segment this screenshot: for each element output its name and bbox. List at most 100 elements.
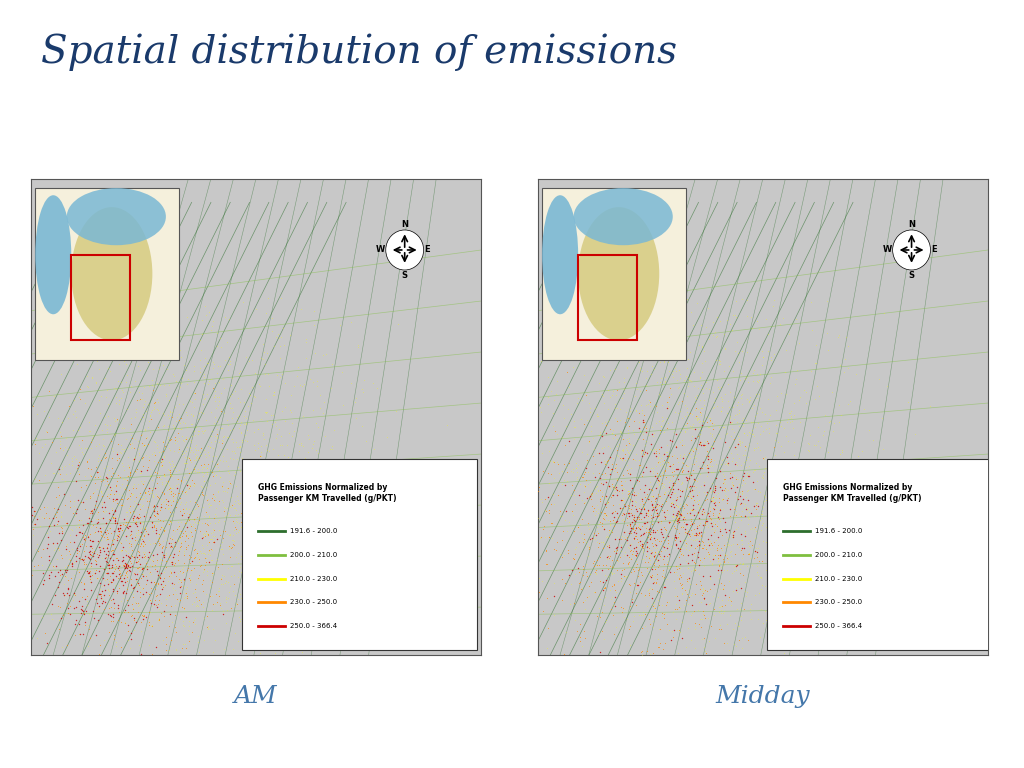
Point [755,452,771,464]
Point [588,482,604,495]
Point [708,489,724,502]
Point [246,426,262,439]
Point [674,485,690,498]
Point [187,496,204,508]
Point [659,462,676,474]
Point [671,571,687,584]
Point [647,506,664,518]
Point [634,648,650,660]
FancyBboxPatch shape [243,459,477,650]
Point [122,642,138,654]
Point [627,479,643,492]
Point [174,637,190,650]
Point [746,589,763,601]
Point [124,441,140,453]
Point [91,536,108,548]
Point [299,477,315,489]
Point [664,480,680,492]
Point [146,563,163,575]
Point [666,365,682,377]
Point [652,419,669,432]
Point [738,504,755,516]
Point [89,548,105,561]
Point [167,434,183,446]
Point [790,463,806,475]
Point [169,473,185,485]
Point [75,531,91,543]
Point [69,601,85,614]
Point [207,395,223,407]
Point [237,593,253,605]
Point [702,535,719,547]
Point [79,369,95,382]
Point [123,487,139,499]
Point [177,417,194,429]
Point [230,518,247,530]
Point [102,343,119,355]
Point [668,531,684,544]
Point [717,458,733,470]
Point [213,403,229,415]
Point [104,493,121,505]
Point [239,435,255,447]
Point [675,484,691,496]
Point [125,505,141,517]
Point [205,449,221,462]
Point [812,441,828,453]
Point [807,392,823,405]
Point [238,417,254,429]
Point [876,584,892,596]
Point [645,524,662,536]
Point [730,396,746,409]
Point [662,492,678,504]
Point [177,503,194,515]
Point [724,472,740,484]
Point [59,583,76,595]
Point [631,422,647,434]
Point [602,451,618,463]
Point [634,541,650,553]
Point [568,397,585,409]
Point [333,561,349,574]
Point [625,452,641,465]
Point [636,486,652,498]
Point [204,465,220,478]
Point [115,588,131,600]
Point [82,540,98,552]
Point [719,538,735,551]
Point [193,362,209,374]
Point [142,538,159,550]
Point [674,476,690,488]
Point [115,558,131,571]
Point [645,600,662,612]
Point [673,548,689,560]
Point [268,511,285,524]
Point [118,358,134,370]
Point [615,508,632,520]
Point [128,492,144,504]
Point [135,408,152,420]
Point [633,609,649,621]
Point [687,533,703,545]
Point [154,554,170,566]
Point [30,545,46,558]
Point [742,551,759,564]
Point [223,388,240,400]
Point [845,637,861,650]
Point [83,560,99,572]
Point [668,539,684,551]
Point [37,627,53,639]
Point [188,517,205,529]
Point [255,338,271,350]
Point [271,340,288,353]
Point [738,467,755,479]
Ellipse shape [35,195,72,314]
Point [586,586,602,598]
Point [700,612,717,624]
Point [608,433,625,445]
Point [123,573,139,585]
Point [181,396,198,408]
Point [606,584,623,596]
Point [669,493,685,505]
Point [648,476,665,488]
